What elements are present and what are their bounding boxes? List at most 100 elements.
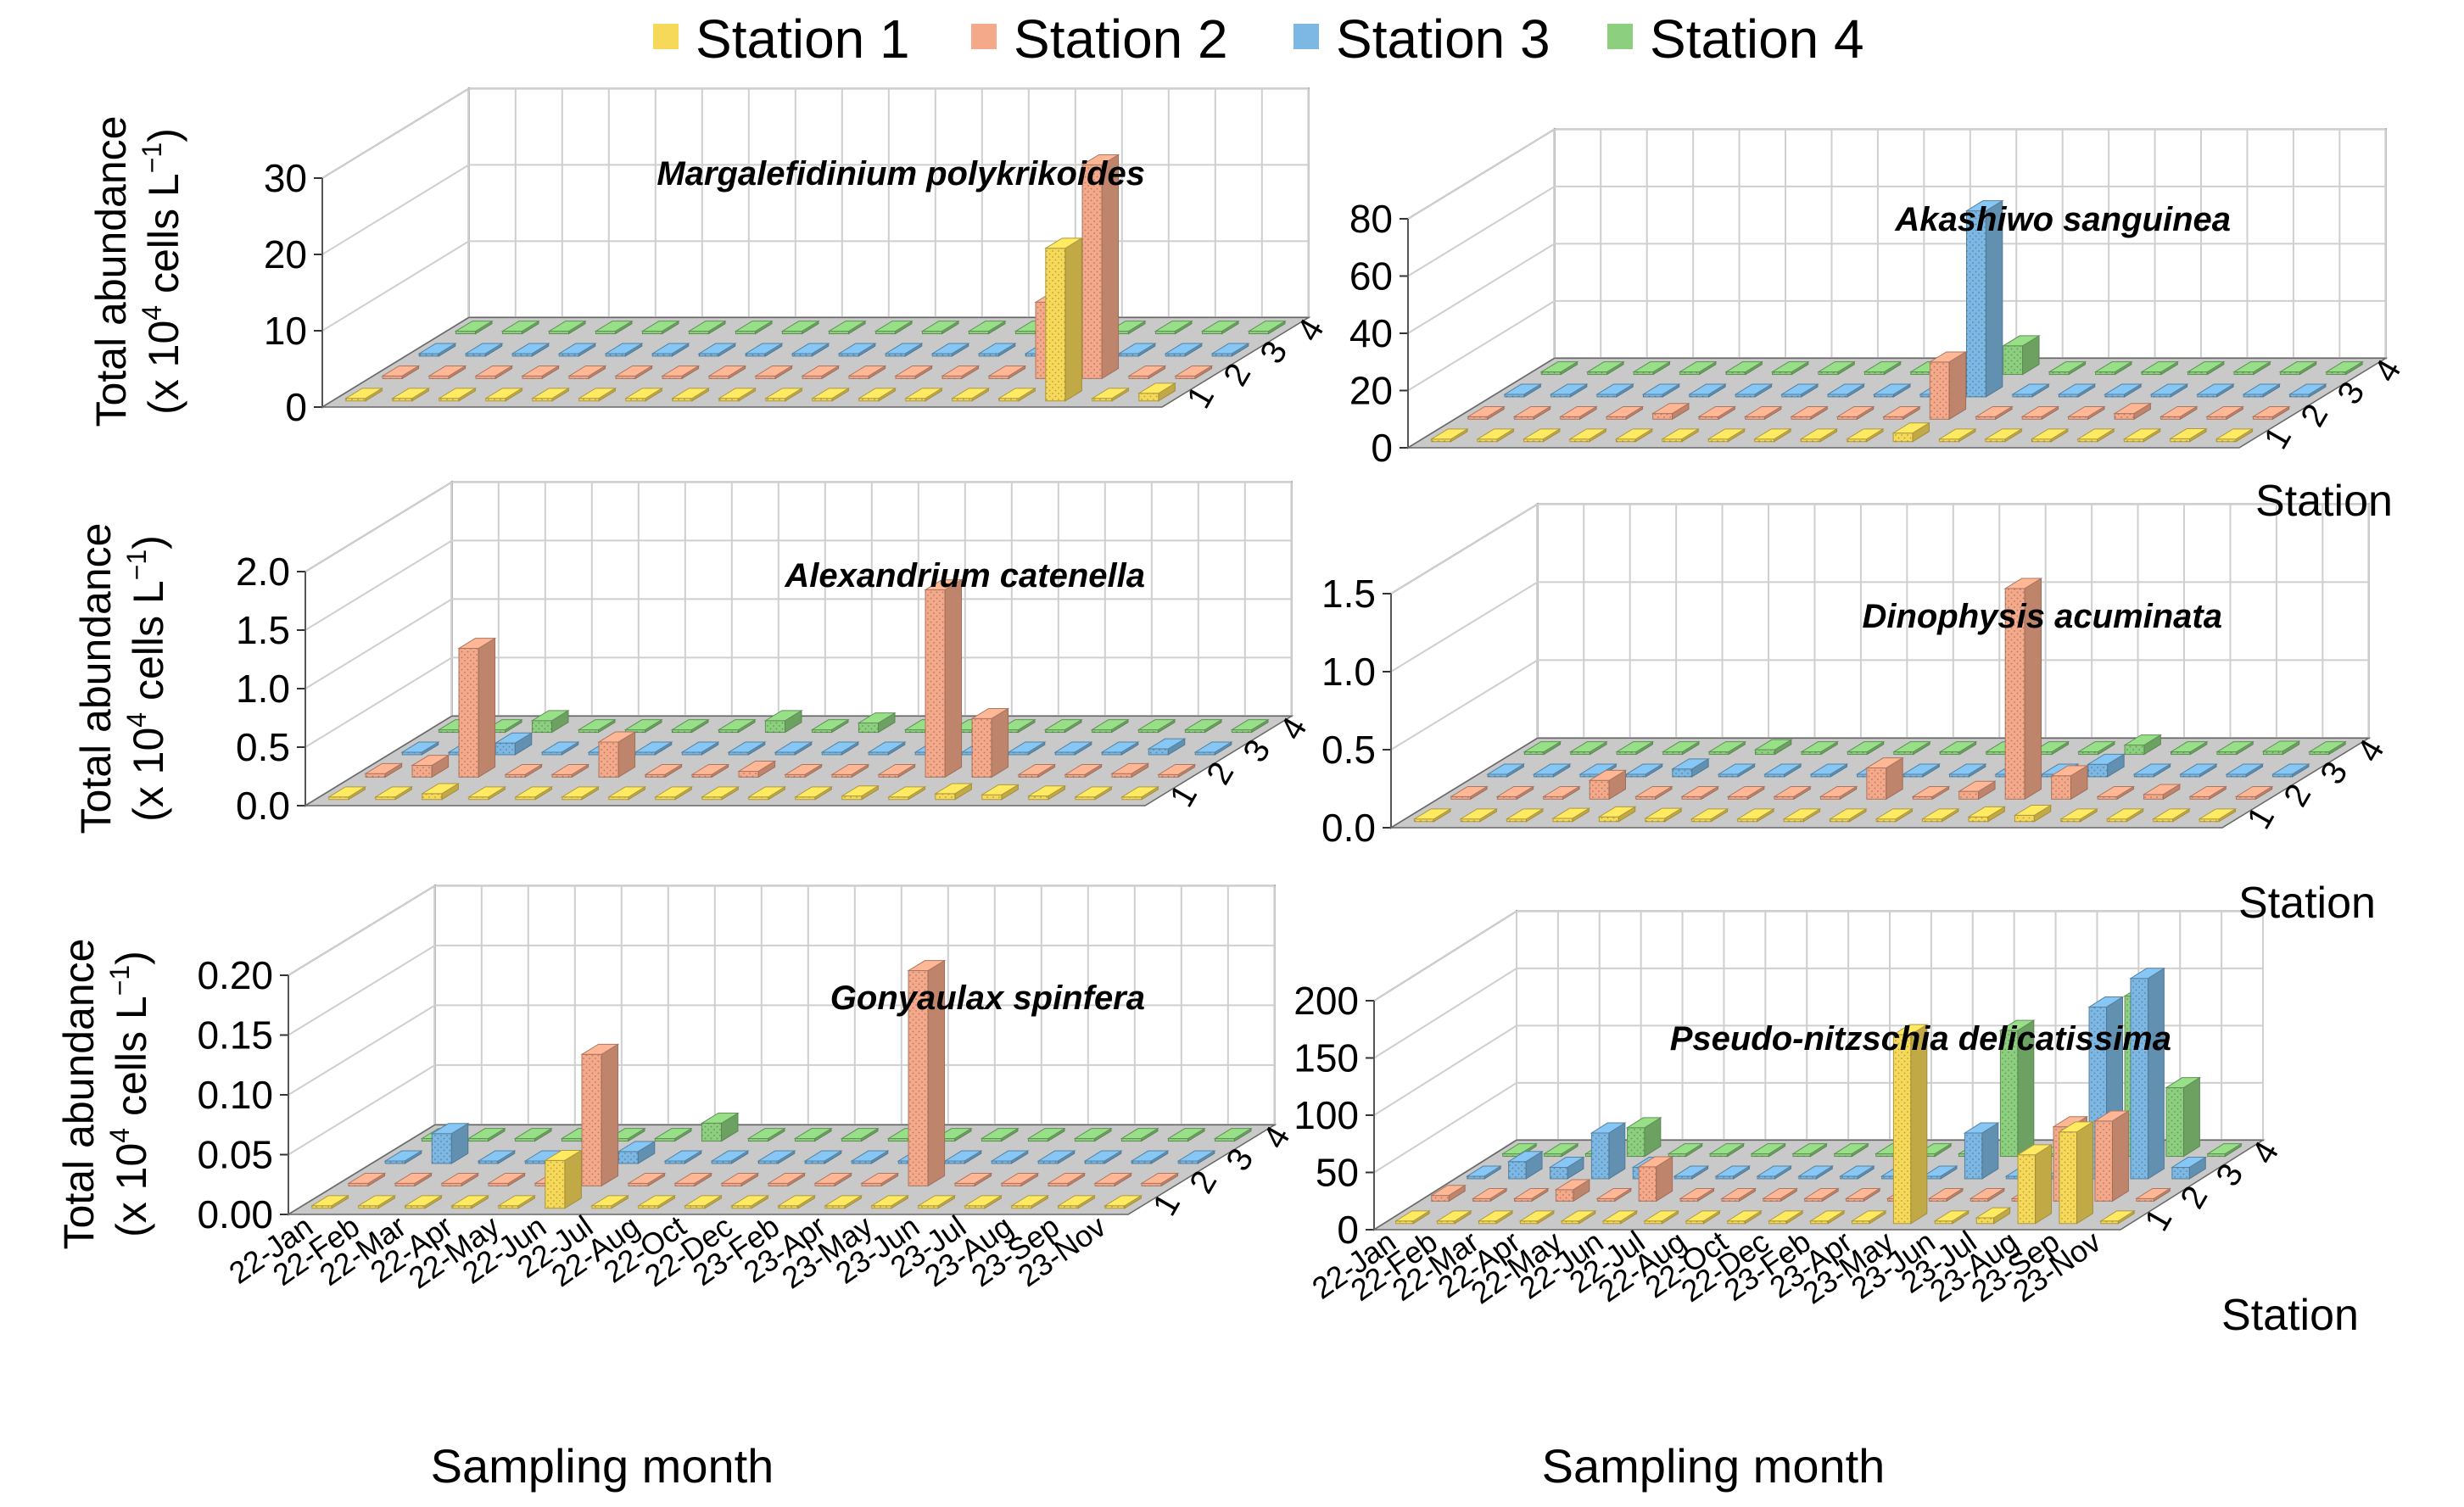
bar — [953, 1172, 993, 1187]
bar — [1412, 807, 1452, 823]
bar — [1083, 1150, 1123, 1164]
bar — [590, 1194, 630, 1209]
bar — [2188, 785, 2228, 801]
bar — [987, 365, 1027, 380]
bar — [2020, 405, 2060, 421]
station-tick-label: 1 — [2137, 1203, 2179, 1237]
bar — [450, 1194, 490, 1209]
y-tick-label: 30 — [264, 156, 307, 200]
gridline — [305, 656, 453, 748]
grid — [305, 480, 1293, 807]
bar — [567, 365, 607, 380]
bar — [1921, 1165, 1958, 1180]
bar — [1585, 360, 1625, 376]
bar — [2195, 383, 2235, 398]
legend-item: Station 3 — [1293, 8, 1550, 70]
bar — [614, 365, 654, 380]
bar — [347, 1172, 387, 1187]
station-tick-label: 3 — [2209, 1158, 2250, 1192]
gridline — [1407, 300, 1556, 392]
bar — [484, 387, 524, 402]
bar — [1797, 1165, 1835, 1180]
bar — [1835, 405, 1875, 421]
y-tick-label: 40 — [1349, 311, 1393, 355]
bars — [1412, 578, 2347, 823]
chart-title: Gonyaulax spinfera — [830, 980, 1145, 1017]
bar — [544, 1149, 584, 1209]
bar — [2093, 360, 2133, 376]
bar — [440, 1172, 480, 1187]
bar — [1846, 740, 1886, 756]
bar — [1984, 427, 2024, 443]
gridline — [288, 1004, 436, 1096]
bar — [1551, 807, 1591, 823]
bar — [1937, 427, 1977, 443]
y-tick-label: 200 — [1293, 979, 1359, 1023]
bar — [1892, 740, 1931, 756]
bar — [1036, 1150, 1076, 1164]
bar — [474, 365, 514, 380]
bar — [2159, 405, 2199, 421]
bars — [1429, 199, 2364, 443]
bar — [404, 1194, 444, 1209]
bar — [2104, 383, 2143, 398]
bar — [1625, 1117, 1662, 1158]
bar — [2048, 360, 2087, 376]
bar — [1140, 1172, 1180, 1187]
bar — [2135, 1187, 2172, 1203]
bar — [763, 709, 803, 734]
bar — [1471, 1187, 1508, 1203]
bar — [1817, 360, 1857, 376]
bar — [1767, 1209, 1804, 1225]
bar — [941, 365, 981, 380]
bar — [707, 365, 747, 380]
bar — [607, 785, 647, 801]
gridline — [1390, 659, 1539, 751]
legend-item: Station 1 — [653, 8, 910, 70]
bar — [514, 785, 554, 801]
bar — [1637, 1156, 1674, 1203]
bar — [464, 343, 504, 357]
bar — [1773, 785, 1813, 801]
bar — [697, 343, 737, 357]
bar — [1685, 1209, 1722, 1225]
bar — [1724, 360, 1764, 376]
bar — [454, 320, 494, 335]
y-tick-label: 0.20 — [197, 953, 273, 997]
bar — [990, 1150, 1030, 1164]
bar — [887, 785, 927, 801]
bar — [504, 763, 544, 779]
gridline — [1373, 1082, 1517, 1174]
bar — [2099, 1209, 2137, 1225]
bar — [1210, 343, 1250, 357]
gridline — [1373, 968, 1517, 1059]
bar — [920, 320, 960, 335]
bar — [830, 763, 870, 779]
station-tick-label: 1 — [1180, 380, 1221, 415]
bar — [1512, 405, 1552, 421]
bar — [1680, 785, 1720, 801]
station-tick-label: 3 — [1219, 1142, 1260, 1177]
bar — [970, 707, 1010, 779]
bar — [943, 1150, 983, 1164]
bar — [1605, 405, 1645, 421]
bar — [907, 959, 947, 1187]
bar — [1506, 1150, 1544, 1180]
bar — [2169, 427, 2208, 443]
bar — [1174, 365, 1214, 380]
bar — [2165, 1076, 2202, 1158]
ylabel-line1: Total abundance — [72, 523, 120, 834]
bar — [578, 387, 617, 402]
y-tick-label: 1.5 — [236, 608, 290, 652]
bar — [1624, 763, 1664, 778]
bar — [1429, 427, 1469, 443]
chart-title: Alexandrium catenella — [784, 557, 1145, 594]
bar — [1641, 383, 1681, 398]
bar — [1394, 1209, 1431, 1225]
bar — [784, 763, 824, 779]
bar — [411, 754, 450, 779]
bar — [1726, 1209, 1763, 1225]
bar — [1027, 784, 1067, 801]
bar — [1476, 427, 1516, 443]
